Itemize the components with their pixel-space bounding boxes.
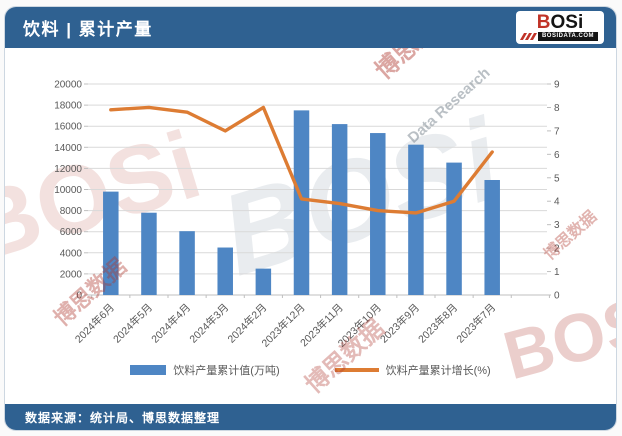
bosi-logo-subrow: BOSIDATA.COM xyxy=(519,32,599,41)
footer-bar: 数据来源：统计局、博思数据整理 xyxy=(5,404,616,430)
y-axis-label-right: 4 xyxy=(554,197,560,208)
bar xyxy=(331,124,348,295)
x-axis-label: 2024年4月 xyxy=(149,301,194,346)
bar xyxy=(370,133,386,295)
y-axis-label-left: 6000 xyxy=(60,227,83,238)
y-axis-label-left: 16000 xyxy=(54,122,82,133)
y-axis-label-right: 7 xyxy=(554,126,560,137)
y-axis-label-right: 2 xyxy=(554,244,560,255)
y-axis-label-right: 8 xyxy=(554,103,560,114)
legend-item-bars: 饮料产量累计值(万吨) xyxy=(130,362,280,378)
bar xyxy=(255,268,272,295)
x-axis-label: 2023年9月 xyxy=(377,301,422,346)
y-axis-label-right: 9 xyxy=(554,80,560,91)
y-axis-label-left: 0 xyxy=(76,291,82,302)
bar xyxy=(179,231,195,295)
bosi-logo-letters-osi: OSi xyxy=(550,12,584,33)
y-axis-label-right: 6 xyxy=(554,150,560,161)
y-axis-label-left: 20000 xyxy=(54,80,82,91)
legend-label-bars: 饮料产量累计值(万吨) xyxy=(173,365,280,377)
x-axis-label: 2023年7月 xyxy=(454,301,499,346)
legend-line-swatch xyxy=(334,368,379,372)
x-axis-label: 2024年3月 xyxy=(187,301,232,346)
x-axis-label: 2024年5月 xyxy=(110,301,155,346)
y-axis-label-right: 0 xyxy=(554,291,560,302)
y-axis-label-left: 10000 xyxy=(54,185,82,196)
bar xyxy=(293,110,310,295)
growth-line xyxy=(109,105,494,215)
chart-legend: 饮料产量累计值(万吨) 饮料产量累计增长(%) xyxy=(5,362,616,378)
bar xyxy=(408,144,424,295)
bar xyxy=(484,180,500,295)
y-axis-label-left: 2000 xyxy=(60,269,83,280)
y-axis-label-left: 4000 xyxy=(60,248,83,259)
chart-area: 0 2000 4000 6000 8000 10000 12000 14000 16000 180… xyxy=(5,48,616,404)
y-axis-label-left: 18000 xyxy=(54,101,82,112)
y-axis-label-left: 8000 xyxy=(60,206,83,217)
bar xyxy=(103,191,119,295)
header-bar: 饮料 | 累计产量 BOSi BOSIDATA.COM xyxy=(5,7,616,48)
y-axis-label-right: 3 xyxy=(554,220,560,231)
bosi-logo: BOSi BOSIDATA.COM xyxy=(516,11,604,44)
legend-item-line: 饮料产量累计增长(%) xyxy=(334,362,491,378)
x-axis-label: 2023年8月 xyxy=(415,301,460,346)
chart-svg: 0200040006000800010000120001400016000180… xyxy=(54,80,560,350)
y-axis-label-right: 5 xyxy=(554,173,560,184)
y-axis-label-left: 14000 xyxy=(54,143,82,154)
bar xyxy=(446,162,462,295)
bosi-logo-letter-b: B xyxy=(536,12,551,33)
y-axis-label-left: 12000 xyxy=(54,164,82,175)
bar xyxy=(141,212,157,295)
bosi-logo-stripes-icon xyxy=(519,33,537,40)
bosi-logo-domain: BOSIDATA.COM xyxy=(537,32,599,41)
legend-bar-swatch xyxy=(130,365,167,375)
page-title: 饮料 | 累计产量 xyxy=(23,20,153,39)
y-axis-label-right: 1 xyxy=(554,267,560,278)
x-axis-label: 2024年6月 xyxy=(72,301,117,346)
report-card: 饮料 | 累计产量 BOSi BOSIDATA.COM 0 2000 4000 600… xyxy=(4,6,617,431)
legend-label-line: 饮料产量累计增长(%) xyxy=(385,365,491,377)
bosi-logo-text: BOSi xyxy=(536,12,584,33)
bar xyxy=(217,247,233,295)
data-source-text: 数据来源：统计局、博思数据整理 xyxy=(25,410,221,425)
